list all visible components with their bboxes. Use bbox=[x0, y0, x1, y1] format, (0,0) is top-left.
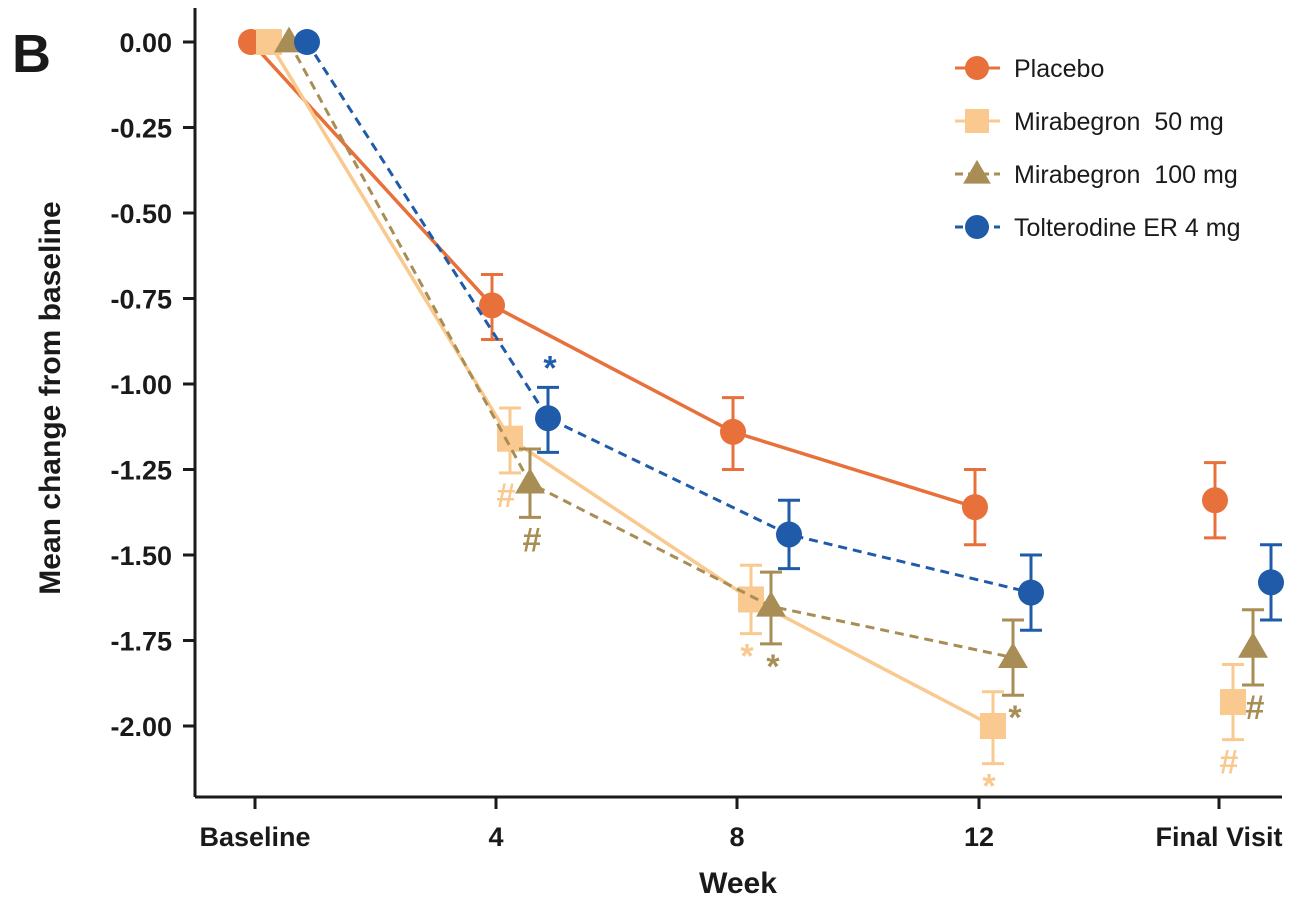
legend-item-mira100: Mirabegron 100 mg bbox=[955, 159, 1238, 189]
data-point bbox=[962, 494, 988, 521]
significance-mark: # bbox=[1220, 744, 1239, 782]
series-line bbox=[249, 40, 976, 509]
data-point bbox=[980, 713, 1006, 739]
series-mira50: # * * # bbox=[256, 29, 1246, 806]
y-tick-label: -0.75 bbox=[110, 285, 172, 315]
legend-label: Placebo bbox=[1014, 55, 1104, 83]
legend-item-mira50: Mirabegron 50 mg bbox=[955, 108, 1224, 136]
series-line bbox=[267, 41, 994, 728]
legend-label: Mirabegron 50 mg bbox=[1014, 108, 1224, 136]
panel-label: B bbox=[12, 24, 51, 84]
x-tick-label: Final Visit bbox=[1155, 822, 1282, 852]
significance-mark: * bbox=[1008, 699, 1022, 737]
legend: Placebo Mirabegron 50 mg Mirabegron 100 mg… bbox=[955, 55, 1241, 242]
data-point bbox=[479, 292, 505, 319]
legend-label: Tolterodine ER 4 mg bbox=[1014, 214, 1241, 242]
series-line bbox=[287, 41, 1014, 660]
legend-label: Mirabegron 100 mg bbox=[1014, 161, 1238, 189]
data-point bbox=[998, 642, 1028, 668]
y-tick-label: 0.00 bbox=[119, 28, 172, 58]
y-tick-label: -1.00 bbox=[110, 370, 172, 400]
series-placebo bbox=[238, 29, 1228, 547]
data-point bbox=[1238, 632, 1268, 658]
legend-item-placebo: Placebo bbox=[955, 55, 1104, 83]
significance-mark: * bbox=[740, 638, 754, 676]
legend-marker bbox=[965, 56, 989, 80]
y-tick-label: -1.50 bbox=[110, 541, 172, 571]
y-tick-label: -2.00 bbox=[110, 712, 172, 742]
significance-mark: # bbox=[1246, 689, 1265, 727]
data-point bbox=[1220, 689, 1246, 716]
legend-marker bbox=[965, 109, 989, 133]
significance-mark: * bbox=[766, 648, 780, 686]
y-tick-label: -1.75 bbox=[110, 627, 172, 657]
significance-mark: # bbox=[497, 477, 516, 515]
series-tolterodine: * bbox=[294, 29, 1284, 632]
y-tick-label: -1.25 bbox=[110, 456, 172, 486]
x-tick-label: 4 bbox=[488, 822, 503, 852]
y-axis-title: Mean change from baseline bbox=[34, 201, 67, 594]
legend-marker bbox=[965, 215, 989, 239]
significance-mark: # bbox=[523, 521, 542, 559]
data-point bbox=[1258, 569, 1284, 596]
y-tick-label: -0.50 bbox=[110, 199, 172, 229]
y-tick-label: -0.25 bbox=[110, 114, 172, 144]
series-layer: #**##** #* bbox=[238, 26, 1284, 806]
series-line bbox=[305, 41, 1032, 595]
x-tick-label: Baseline bbox=[199, 822, 310, 852]
x-axis-title: Week bbox=[699, 867, 777, 898]
data-point bbox=[776, 521, 802, 548]
data-point bbox=[294, 29, 320, 55]
data-point bbox=[720, 418, 746, 445]
x-tick-label: 12 bbox=[964, 822, 994, 852]
significance-mark: * bbox=[982, 768, 996, 806]
axes: 0.00 -0.25 -0.50 -0.75 -1.00 -1.25 -1.50 -1.75 -… bbox=[110, 8, 1283, 852]
x-tick-label: 8 bbox=[729, 822, 744, 852]
significance-mark: * bbox=[543, 349, 557, 387]
data-point bbox=[1018, 579, 1044, 606]
legend-marker bbox=[963, 159, 991, 184]
data-point bbox=[1202, 487, 1228, 514]
data-point bbox=[535, 405, 561, 432]
data-point bbox=[515, 467, 545, 494]
legend-item-tolterodine: Tolterodine ER 4 mg bbox=[955, 214, 1241, 242]
data-point bbox=[756, 590, 786, 617]
